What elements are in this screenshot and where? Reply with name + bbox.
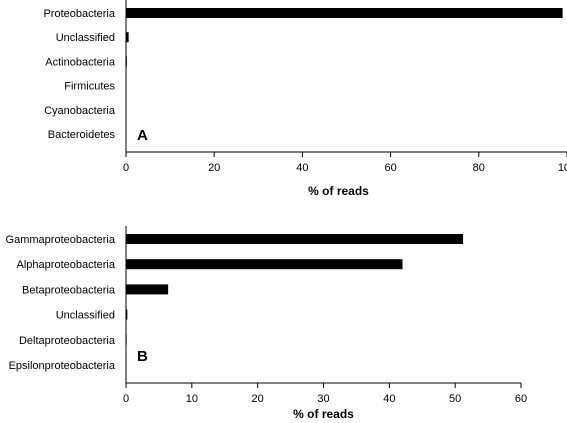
category-label: Deltaproteobacteria	[19, 335, 116, 347]
x-tick-label: 40	[296, 162, 308, 174]
category-label: Unclassified	[56, 32, 115, 44]
category-label: Cyanobacteria	[44, 105, 116, 117]
x-tick-label: 80	[473, 162, 485, 174]
panel-label: A	[137, 127, 148, 144]
x-tick-label: 20	[208, 162, 220, 174]
x-axis-title: % of reads	[293, 407, 354, 421]
category-label: Alphaproteobacteria	[17, 259, 116, 271]
x-tick-label: 0	[123, 393, 129, 405]
x-tick-label: 100	[558, 162, 567, 174]
panel-b-chart: Gammaproteobacteria Alphaproteobacteria Be…	[6, 226, 527, 421]
category-label: Epsilonproteobacteria	[9, 360, 116, 372]
bar-alphaproteobacteria	[126, 259, 403, 270]
x-tick-label: 30	[317, 393, 329, 405]
x-tick-label: 40	[383, 393, 395, 405]
bar-gammaproteobacteria	[126, 234, 464, 244]
bar-unclassified	[126, 309, 128, 320]
category-label: Betaproteobacteria	[22, 284, 116, 296]
panel-label: B	[137, 348, 148, 365]
x-tick-label: 60	[515, 393, 527, 405]
category-label: Proteobacteria	[43, 8, 115, 20]
category-label: Actinobacteria	[45, 56, 116, 68]
category-label: Unclassified	[56, 310, 115, 322]
panel-a-chart: Proteobacteria Unclassified Actinobacteria…	[43, 0, 567, 198]
bar-proteobacteria	[126, 8, 563, 18]
x-tick-label: 0	[123, 162, 129, 174]
category-label: Firmicutes	[64, 81, 115, 93]
bar-betaproteobacteria	[126, 284, 169, 295]
category-label: Bacteroidetes	[48, 129, 116, 141]
x-tick-label: 50	[449, 393, 461, 405]
x-tick-label: 60	[384, 162, 396, 174]
x-axis-title: % of reads	[308, 184, 369, 198]
bar-deltaproteobacteria	[126, 334, 127, 345]
bar-unclassified	[126, 32, 129, 43]
category-label: Gammaproteobacteria	[6, 234, 116, 246]
x-tick-label: 10	[186, 393, 198, 405]
bar-actinobacteria	[126, 56, 127, 67]
x-tick-label: 20	[252, 393, 264, 405]
